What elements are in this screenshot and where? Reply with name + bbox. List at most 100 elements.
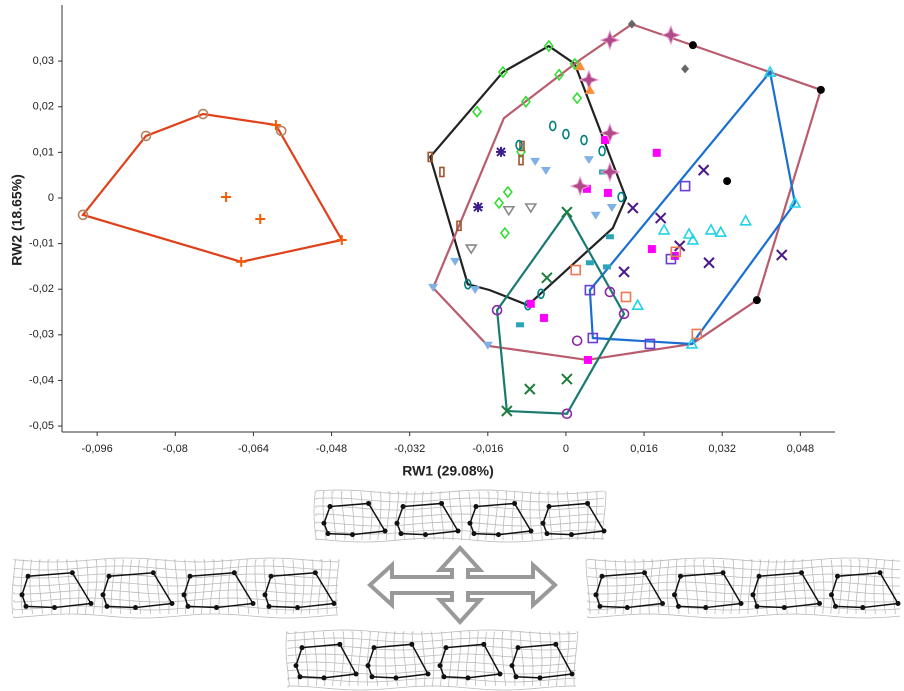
data-point (571, 266, 580, 275)
x-tick-label: -0,016 (472, 443, 503, 455)
landmark (678, 574, 683, 579)
data-point (585, 85, 595, 94)
landmark (52, 605, 57, 610)
data-point (688, 235, 698, 244)
grid-line-deco (378, 492, 381, 540)
landmark (625, 605, 630, 610)
data-point (473, 202, 483, 212)
landmark (547, 504, 552, 509)
data-point (704, 258, 714, 268)
data-point (527, 300, 535, 308)
landmark (498, 672, 503, 677)
y-tick-label: 0,01 (33, 146, 54, 158)
landmark (817, 601, 822, 606)
data-point (562, 374, 572, 384)
grid-line-deco (493, 632, 496, 686)
data-point (255, 214, 265, 224)
grid-line-deco (565, 632, 569, 686)
grid-line-deco (588, 582, 900, 586)
group-hull (497, 212, 624, 414)
grid-line-deco (821, 560, 824, 614)
data-point (337, 235, 347, 245)
landmark (151, 570, 156, 575)
grid-line-deco (422, 632, 425, 686)
x-tick-label: 0,048 (787, 443, 815, 455)
landmark (672, 592, 677, 597)
landmark (860, 605, 865, 610)
grid-line-deco (246, 560, 249, 614)
grid-line-deco (484, 632, 486, 686)
landmark (188, 574, 193, 579)
grid-line-deco (588, 590, 900, 594)
grid-line-deco (349, 632, 353, 686)
grid-line-deco (288, 686, 576, 690)
data-point (550, 121, 556, 130)
data-point (599, 146, 605, 155)
data-point (563, 130, 569, 139)
data-point (470, 286, 480, 294)
y-tick-label: 0,03 (33, 55, 54, 67)
grid-line-deco (341, 632, 344, 686)
data-point (741, 216, 751, 225)
data-point (504, 187, 512, 197)
landmark (295, 605, 300, 610)
grid-line-deco (129, 560, 131, 614)
x-tick-label: -0,08 (163, 443, 188, 455)
landmark (89, 601, 94, 606)
landmark (426, 672, 431, 677)
data-point (584, 356, 592, 364)
data-point (466, 245, 476, 253)
x-tick-label: -0,048 (316, 443, 347, 455)
grid-line-deco (475, 632, 478, 686)
landmark (101, 592, 106, 597)
data-point (473, 107, 481, 117)
data-point (606, 234, 614, 239)
landmark (472, 531, 477, 536)
grid-line-deco (14, 598, 338, 602)
landmark (751, 592, 756, 597)
landmark (481, 642, 486, 647)
data-point (581, 136, 587, 145)
landmark (676, 604, 681, 609)
data-point (753, 296, 761, 304)
landmark (20, 592, 25, 597)
grid-line-deco (138, 560, 141, 614)
grid-line-deco (413, 492, 415, 540)
grid-line-deco (748, 560, 752, 614)
data-point (540, 314, 548, 322)
landmark (569, 532, 574, 537)
grid-line-deco (556, 632, 560, 686)
landmark (660, 601, 665, 606)
landmark (739, 601, 744, 606)
data-point (659, 225, 669, 234)
grid-line-deco (293, 560, 295, 614)
grid-line-deco (469, 492, 471, 540)
data-point (526, 204, 536, 212)
data-point (541, 167, 551, 175)
data-point (603, 264, 611, 269)
landmark (468, 521, 473, 526)
landmark (298, 674, 303, 679)
data-point (681, 64, 689, 73)
grid-line-deco (766, 560, 769, 614)
data-point (495, 198, 503, 208)
group-hull (83, 114, 342, 262)
data-point (591, 212, 601, 220)
grid-line-deco (48, 560, 52, 614)
landmark (170, 601, 175, 606)
landmark (383, 529, 388, 534)
landmark (510, 663, 515, 668)
landmark (878, 570, 883, 575)
grid-line-deco (14, 582, 338, 586)
data-point (542, 273, 552, 283)
x-tick-label: -0,096 (82, 443, 113, 455)
data-point (516, 322, 524, 327)
landmark (721, 570, 726, 575)
data-point (681, 182, 690, 191)
landmark (757, 574, 762, 579)
grid-line-deco (412, 632, 416, 686)
grid-line-deco (93, 560, 97, 614)
data-point (530, 158, 540, 166)
landmark (642, 570, 647, 575)
grid-line-deco (847, 560, 851, 614)
